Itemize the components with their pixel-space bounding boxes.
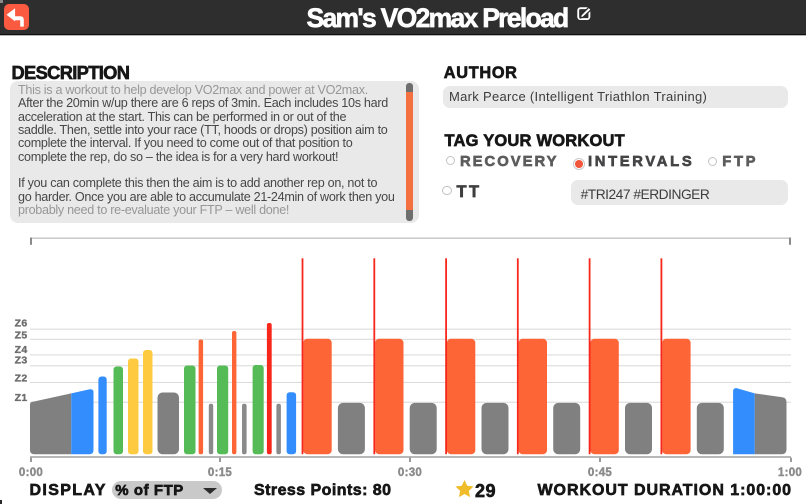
- svg-text:Z1: Z1: [15, 392, 28, 404]
- svg-text:Z5: Z5: [15, 330, 28, 342]
- svg-text:0:15: 0:15: [208, 467, 233, 479]
- svg-text:Z3: Z3: [15, 355, 28, 367]
- svg-text:Z4: Z4: [15, 344, 28, 356]
- svg-text:0:30: 0:30: [398, 467, 422, 479]
- svg-text:Z2: Z2: [15, 373, 28, 385]
- svg-text:1:00: 1:00: [778, 467, 802, 479]
- svg-text:0:00: 0:00: [19, 467, 43, 479]
- svg-text:Z6: Z6: [15, 318, 28, 330]
- svg-text:0:45: 0:45: [588, 467, 613, 479]
